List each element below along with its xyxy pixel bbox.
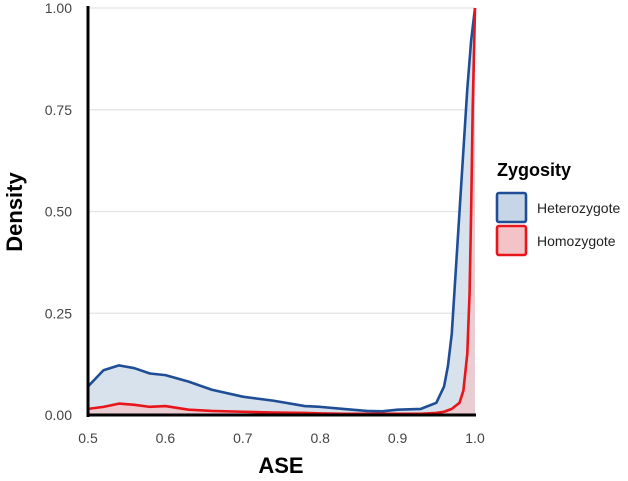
legend-swatch-heterozygote <box>495 191 528 224</box>
y-tick-label: 0.75 <box>45 102 72 118</box>
y-tick-label: 0.00 <box>45 407 72 423</box>
area-heterozygote <box>88 8 475 415</box>
line-homozygote <box>87 7 477 416</box>
x-tick-labels: 0.5 0.6 0.7 0.8 0.9 1.0 <box>78 430 485 446</box>
y-axis-title: Density <box>2 172 27 252</box>
legend-items: Heterozygote Homozygote <box>495 191 620 257</box>
x-axis-title: ASE <box>258 453 303 478</box>
legend: Zygosity Heterozygote Homozygote <box>495 160 620 257</box>
legend-label-homozygote: Homozygote <box>537 233 616 249</box>
y-tick-label: 1.00 <box>45 0 72 16</box>
grid-lines <box>88 7 475 416</box>
x-tick-label: 0.5 <box>78 430 98 446</box>
density-areas <box>88 8 475 415</box>
x-tick-label: 0.7 <box>233 430 253 446</box>
legend-swatch-homozygote <box>495 224 528 257</box>
y-tick-labels: 0.00 0.25 0.50 0.75 1.00 <box>45 0 72 423</box>
x-tick-label: 0.8 <box>310 430 330 446</box>
density-lines <box>87 7 477 416</box>
legend-title: Zygosity <box>497 160 571 180</box>
y-tick-label: 0.25 <box>45 305 72 321</box>
legend-label-heterozygote: Heterozygote <box>537 200 620 216</box>
line-heterozygote <box>87 7 477 413</box>
axes <box>86 6 476 417</box>
x-tick-label: 0.9 <box>388 430 408 446</box>
x-tick-label: 0.6 <box>156 430 176 446</box>
x-tick-label: 1.0 <box>465 430 485 446</box>
y-tick-label: 0.50 <box>45 204 72 220</box>
